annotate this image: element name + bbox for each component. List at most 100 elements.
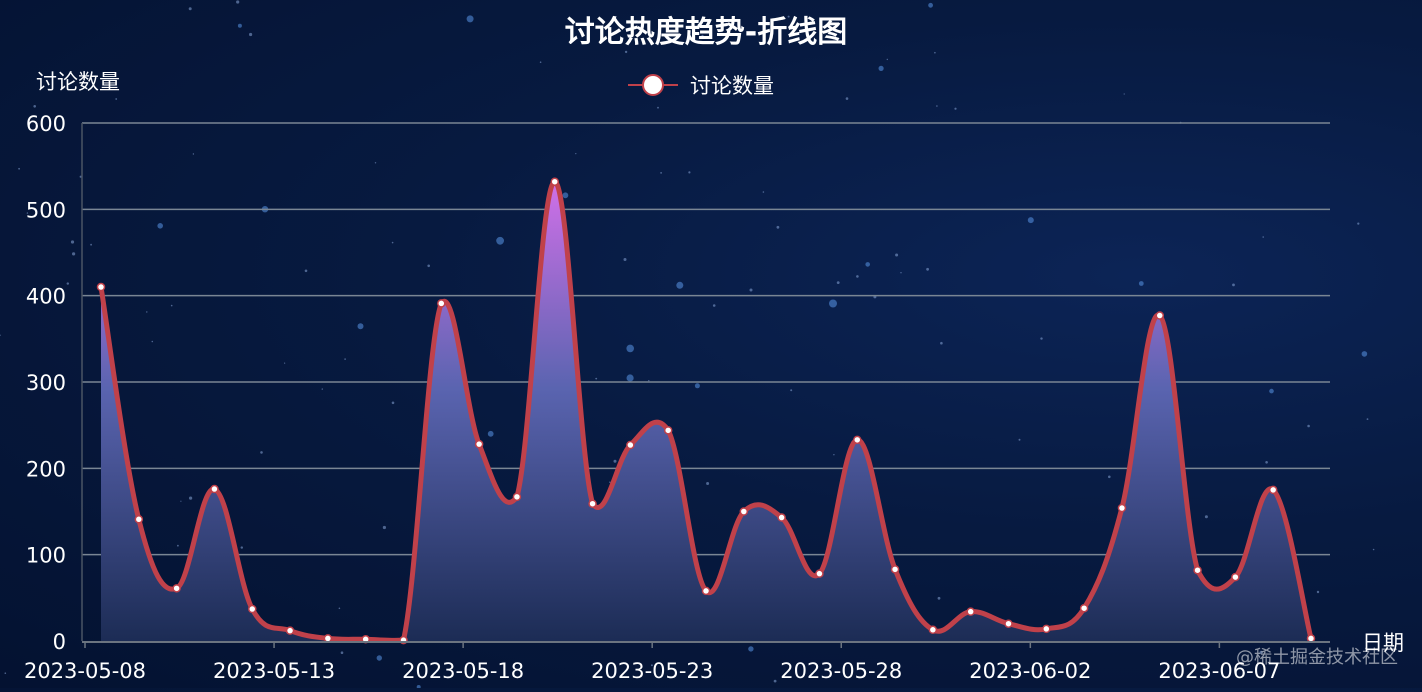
- data-point[interactable]: [437, 299, 446, 308]
- star-dot: [934, 51, 936, 54]
- star-dot: [357, 323, 364, 330]
- star-dot: [609, 481, 611, 483]
- star-dot: [1259, 650, 1263, 654]
- data-point[interactable]: [1117, 503, 1127, 513]
- star-dot: [241, 677, 244, 679]
- data-point[interactable]: [777, 513, 786, 522]
- star-dot: [657, 106, 659, 109]
- star-dot: [895, 253, 899, 257]
- star-dot: [833, 454, 835, 456]
- data-point[interactable]: [1004, 619, 1013, 628]
- data-point[interactable]: [96, 282, 106, 292]
- star-dot: [1027, 217, 1034, 224]
- star-dot: [391, 241, 394, 244]
- star-dot: [626, 374, 634, 382]
- star-dot: [624, 50, 628, 54]
- star-dot: [865, 262, 870, 267]
- y-tick-label: 200: [26, 457, 66, 481]
- data-point[interactable]: [663, 426, 673, 435]
- star-dot: [1123, 93, 1125, 95]
- star-dot: [391, 401, 395, 405]
- data-point[interactable]: [1155, 311, 1164, 320]
- star-dot: [90, 243, 92, 246]
- star-dot: [170, 304, 173, 307]
- star-dot: [177, 544, 179, 547]
- data-point[interactable]: [1079, 603, 1089, 613]
- data-point[interactable]: [890, 565, 900, 574]
- star-dot: [694, 383, 700, 389]
- star-dot: [936, 105, 938, 107]
- data-point[interactable]: [966, 607, 975, 616]
- star-dot: [374, 162, 377, 164]
- data-point[interactable]: [1231, 572, 1240, 582]
- data-point[interactable]: [512, 492, 522, 502]
- data-point[interactable]: [1193, 565, 1202, 575]
- data-point[interactable]: [210, 484, 219, 494]
- star-dot: [676, 281, 684, 289]
- star-dot: [18, 167, 20, 170]
- star-dot: [829, 299, 837, 308]
- star-dot: [1366, 418, 1369, 420]
- star-dot: [26, 212, 29, 214]
- data-point[interactable]: [172, 584, 181, 593]
- series-area: [101, 181, 1311, 641]
- legend-marker-icon: [642, 74, 664, 96]
- star-dot: [940, 341, 943, 345]
- data-point[interactable]: [853, 435, 862, 445]
- star-dot: [466, 15, 474, 23]
- x-tick-label: 2023-05-18: [402, 659, 524, 683]
- data-point[interactable]: [248, 604, 257, 614]
- x-axis-label: 日期: [1362, 631, 1404, 655]
- star-dot: [66, 282, 70, 285]
- star-dot: [1108, 475, 1111, 479]
- data-point[interactable]: [474, 439, 484, 449]
- y-tick-label: 500: [26, 198, 66, 222]
- legend[interactable]: 讨论数量: [628, 74, 774, 98]
- y-tick-label: 100: [26, 544, 66, 568]
- data-point[interactable]: [134, 515, 144, 524]
- series-points: [96, 177, 1316, 645]
- star-dot: [1316, 590, 1320, 594]
- x-tick-label: 2023-05-13: [213, 659, 335, 683]
- star-dot: [192, 153, 195, 155]
- data-point[interactable]: [588, 499, 597, 508]
- star-dot: [188, 7, 192, 11]
- star-dot: [623, 258, 627, 261]
- x-tick-label: 2023-05-28: [780, 659, 902, 683]
- data-point[interactable]: [1268, 485, 1278, 495]
- star-dot: [304, 269, 308, 273]
- star-dot: [648, 380, 650, 382]
- star-dot: [236, 0, 240, 4]
- star-dot: [157, 223, 163, 229]
- star-dot: [1262, 236, 1264, 238]
- star-dot: [321, 388, 323, 390]
- data-point[interactable]: [323, 634, 333, 643]
- star-dot: [776, 225, 780, 229]
- star-dot: [260, 451, 263, 454]
- data-point[interactable]: [285, 626, 295, 635]
- data-point[interactable]: [1306, 634, 1316, 643]
- star-dot: [4, 672, 7, 674]
- star-dot: [688, 171, 691, 174]
- star-dot: [1265, 461, 1268, 464]
- star-dot: [427, 264, 431, 268]
- data-point[interactable]: [701, 586, 711, 596]
- legend-label: 讨论数量: [690, 74, 774, 98]
- star-dot: [284, 362, 286, 364]
- star-dot: [1269, 388, 1274, 394]
- data-point[interactable]: [626, 440, 635, 450]
- data-point[interactable]: [1042, 624, 1051, 634]
- star-dot: [382, 525, 386, 530]
- y-axis-label: 讨论数量: [36, 70, 120, 94]
- series-line: [98, 179, 1314, 643]
- data-point[interactable]: [550, 177, 559, 186]
- data-point[interactable]: [815, 569, 824, 578]
- data-point[interactable]: [928, 625, 938, 635]
- star-dot: [660, 172, 662, 174]
- star-dot: [115, 98, 118, 100]
- star-dot: [33, 105, 36, 108]
- star-dot: [1018, 438, 1021, 441]
- data-point[interactable]: [739, 507, 749, 516]
